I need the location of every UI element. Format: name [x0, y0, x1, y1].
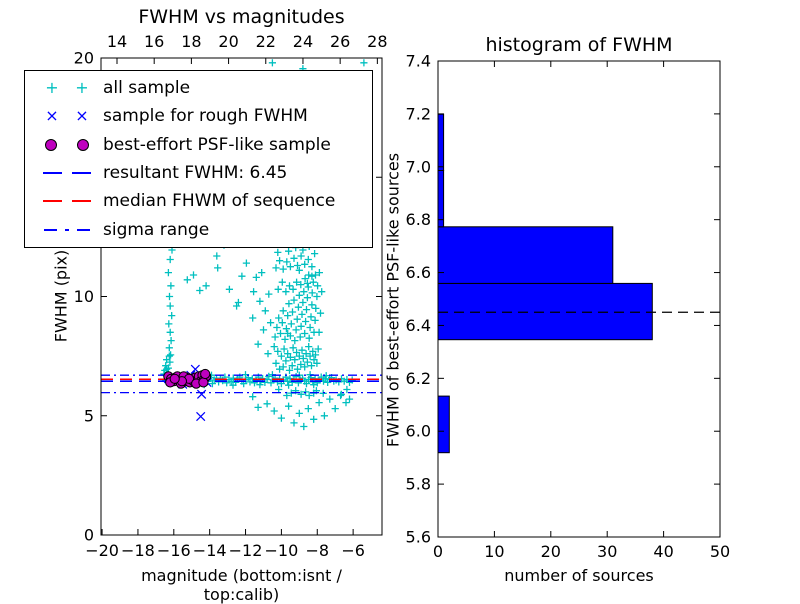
- svg-text:20: 20: [541, 542, 561, 561]
- svg-text:−20: −20: [85, 541, 119, 560]
- cross-marker-icon: × ×: [45, 106, 89, 126]
- legend-label-rough-fwhm: sample for rough FWHM: [103, 106, 308, 127]
- svg-text:−10: −10: [265, 541, 299, 560]
- histogram-title: histogram of FWHM: [485, 34, 673, 56]
- legend-label-sigma-range: sigma range: [103, 219, 210, 240]
- dashdot-line-icon: [34, 228, 100, 231]
- plus-marker-icon: + +: [45, 78, 89, 98]
- svg-text:−12: −12: [229, 541, 263, 560]
- svg-text:6.2: 6.2: [406, 369, 431, 388]
- svg-text:6.6: 6.6: [406, 263, 431, 282]
- histogram-axes-frame: [437, 60, 721, 538]
- histogram-bar: [437, 170, 445, 228]
- svg-text:5.8: 5.8: [406, 475, 431, 494]
- svg-text:20: 20: [74, 49, 94, 68]
- histogram-bar: [437, 226, 614, 284]
- svg-text:6.4: 6.4: [406, 316, 431, 335]
- svg-text:0: 0: [433, 542, 443, 561]
- svg-text:16: 16: [144, 32, 164, 51]
- svg-text:−6: −6: [341, 541, 365, 560]
- reference-lines: [101, 374, 382, 394]
- circle-marker-icon: [34, 138, 100, 151]
- svg-text:22: 22: [256, 32, 276, 51]
- scatter-xlabel: magnitude (bottom:isnt / top:calib): [141, 566, 342, 604]
- dashed-line-icon: [34, 172, 100, 175]
- histogram-ticks: [437, 60, 721, 538]
- svg-text:6.8: 6.8: [406, 210, 431, 229]
- scatter-title: FWHM vs magnitudes: [138, 6, 345, 28]
- histogram-xlabel: number of sources: [504, 566, 654, 585]
- svg-text:10: 10: [74, 287, 94, 306]
- svg-text:5.6: 5.6: [406, 528, 431, 547]
- svg-text:50: 50: [710, 542, 730, 561]
- histogram-bars: [437, 113, 653, 454]
- scatter-ticks: [101, 57, 382, 536]
- svg-text:−16: −16: [157, 541, 191, 560]
- legend-item-all-sample: + + all sample: [25, 74, 372, 102]
- svg-text:5: 5: [84, 406, 94, 425]
- histogram-tick-labels: 0 10 20 30 40 50 5.6 5.8 6.0 6.2 6.4 6.6 6.8 7.0 7.2 7.…: [406, 52, 731, 562]
- legend-label-resultant-fwhm: resultant FWHM: 6.45: [103, 163, 288, 184]
- svg-text:28: 28: [367, 32, 387, 51]
- svg-text:14: 14: [107, 32, 127, 51]
- scatter-tick-labels: −20 −18 −16 −14 −12 −10 −8 −6 14 16 18 20 22 24 26 28 0 5…: [74, 32, 388, 560]
- svg-text:40: 40: [653, 542, 673, 561]
- svg-text:−18: −18: [121, 541, 155, 560]
- legend-item-psf-sample: best-effort PSF-like sample: [25, 131, 372, 159]
- svg-text:0: 0: [84, 526, 94, 545]
- legend-item-rough-fwhm: × × sample for rough FWHM: [25, 102, 372, 130]
- svg-text:−14: −14: [193, 541, 227, 560]
- dashed-line-icon: [34, 200, 100, 203]
- svg-text:7.0: 7.0: [406, 157, 431, 176]
- svg-text:7.4: 7.4: [406, 52, 431, 71]
- legend-item-resultant-fwhm: resultant FWHM: 6.45: [25, 159, 372, 187]
- legend-label-psf-sample: best-effort PSF-like sample: [103, 134, 331, 155]
- histogram-bar: [437, 113, 445, 171]
- legend-label-all-sample: all sample: [103, 78, 191, 99]
- svg-text:26: 26: [330, 32, 350, 51]
- histogram-ylabel: FWHM of best-effort PSF-like sources: [383, 152, 403, 448]
- scatter-ylabel: FWHM (pix): [51, 249, 71, 343]
- legend-label-median-fwhm: median FHWM of sequence: [103, 191, 336, 212]
- svg-text:6.0: 6.0: [406, 422, 431, 441]
- legend: + + all sample × × sample for rough FWHM b…: [24, 70, 373, 248]
- svg-text:24: 24: [293, 32, 313, 51]
- histogram-plot: 0 10 20 30 40 50 5.6 5.8 6.0 6.2 6.4 6.6 6.8 7.0 7.2 7.…: [406, 52, 731, 562]
- legend-item-sigma-range: sigma range: [25, 216, 372, 244]
- svg-text:30: 30: [597, 542, 617, 561]
- svg-text:7.2: 7.2: [406, 104, 431, 123]
- svg-text:−8: −8: [305, 541, 329, 560]
- histogram-bar: [437, 282, 653, 341]
- svg-text:10: 10: [484, 542, 504, 561]
- psf-sample-points: [163, 368, 212, 389]
- legend-item-median-fwhm: median FHWM of sequence: [25, 187, 372, 215]
- svg-text:20: 20: [218, 32, 238, 51]
- scatter-plot: −20 −18 −16 −14 −12 −10 −8 −6 14 16 18 20 22 24 26 28 0 5…: [74, 32, 388, 560]
- histogram-bar: [437, 395, 450, 454]
- svg-text:18: 18: [181, 32, 201, 51]
